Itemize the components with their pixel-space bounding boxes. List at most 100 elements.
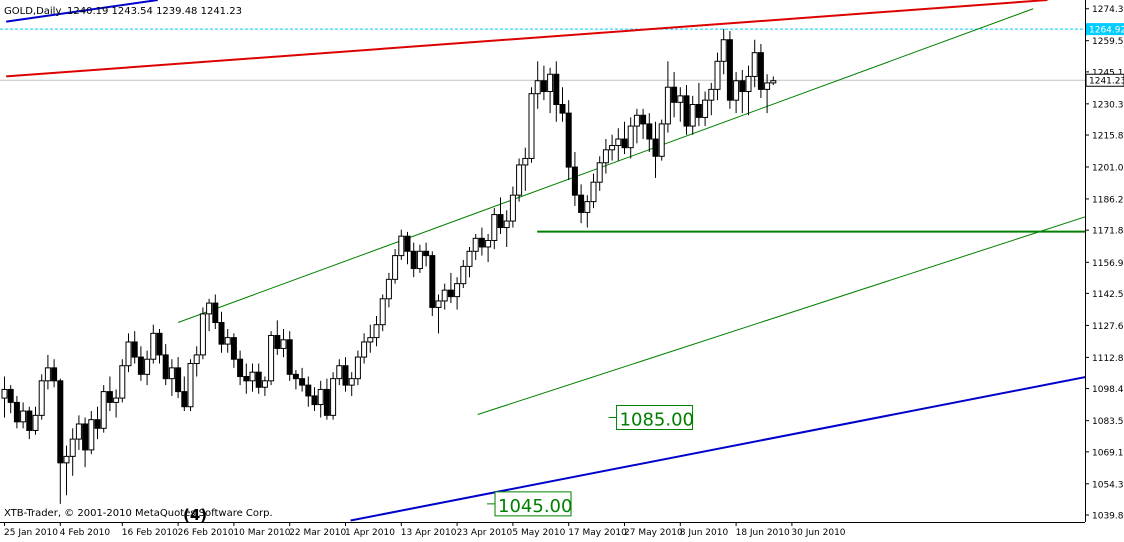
candle — [646, 113, 653, 152]
candle — [94, 406, 101, 440]
candle — [429, 251, 436, 317]
candle — [32, 406, 39, 435]
candle — [609, 134, 616, 161]
candle — [144, 350, 151, 386]
y-tick-label: 1245.10 — [1092, 68, 1124, 78]
x-tick-label: 8 Jun 2010 — [680, 528, 729, 538]
candle — [441, 283, 448, 310]
candle — [7, 385, 14, 414]
candle — [503, 210, 510, 247]
candle — [20, 402, 27, 429]
candle — [268, 331, 275, 386]
candle — [38, 374, 45, 420]
candle — [311, 387, 318, 412]
candle — [677, 87, 684, 122]
trendline-support[interactable] — [350, 272, 1124, 522]
candle — [540, 65, 547, 101]
x-tick-label: 17 May 2010 — [568, 528, 627, 538]
candle — [168, 359, 175, 396]
x-tick-label: 5 May 2010 — [512, 528, 565, 538]
candle — [57, 378, 64, 504]
candle — [602, 139, 609, 174]
candle — [137, 346, 144, 381]
trendline-resistance[interactable] — [6, 0, 1048, 78]
y-tick-label: 1098.40 — [1092, 385, 1124, 395]
candle — [472, 234, 479, 260]
candle — [199, 307, 206, 360]
candle — [237, 350, 244, 386]
candle — [547, 67, 554, 114]
x-tick-label: 16 Feb 2010 — [122, 528, 178, 538]
y-tick-label: 1201.05 — [1092, 163, 1124, 173]
candle — [553, 61, 560, 122]
y-tick-label: 1039.85 — [1092, 511, 1124, 521]
candle — [640, 108, 647, 140]
x-tick-label: 18 Jun 2010 — [736, 528, 790, 538]
y-tick-label: 1069.10 — [1092, 448, 1124, 458]
candle — [689, 95, 696, 135]
candle — [255, 363, 262, 394]
y-tick-label: 1171.80 — [1092, 227, 1124, 237]
candle — [206, 298, 213, 332]
x-tick-label: 25 Jan 2010 — [4, 528, 58, 538]
candle — [702, 91, 709, 127]
candle — [764, 74, 771, 114]
candle — [460, 259, 467, 288]
ohlc-readout: 1240.19 1243.54 1239.48 1241.23 — [67, 6, 242, 17]
current-price-tag: 1241.23 — [1085, 73, 1124, 87]
candle — [559, 87, 566, 122]
candle — [509, 186, 516, 228]
trendline-support-upper-segment[interactable] — [6, 0, 158, 23]
candle — [342, 357, 349, 392]
candle — [63, 445, 70, 496]
candle — [317, 380, 324, 418]
candle — [379, 294, 386, 332]
candle — [367, 324, 374, 353]
y-tick-label: 1156.90 — [1092, 259, 1124, 269]
candle — [175, 357, 182, 399]
candle — [708, 82, 715, 116]
candle — [330, 372, 337, 420]
x-tick-label: 22 Mar 2010 — [289, 528, 346, 538]
svg-text:1264.92: 1264.92 — [1089, 26, 1124, 36]
candle — [423, 242, 430, 267]
candle — [485, 234, 492, 263]
x-tick-label: 30 Jun 2010 — [791, 528, 845, 538]
price-callout-label: 1045.00 — [498, 496, 572, 517]
price-callout[interactable]: 1045.00 — [487, 491, 572, 517]
candle — [280, 329, 287, 358]
candle — [516, 158, 523, 202]
candle — [627, 117, 634, 159]
candle — [733, 72, 740, 114]
candle — [82, 417, 89, 468]
candle — [528, 87, 535, 163]
candle — [447, 272, 454, 304]
candle — [131, 331, 138, 364]
candle — [274, 320, 281, 355]
candle — [664, 61, 671, 133]
candle — [181, 376, 188, 412]
y-tick-label: 1142.50 — [1092, 290, 1124, 300]
candle — [26, 406, 33, 440]
candle — [13, 395, 20, 429]
candle — [51, 359, 58, 388]
x-tick-label: 27 May 2010 — [624, 528, 683, 538]
y-tick-label: 1112.85 — [1092, 354, 1124, 364]
candle — [224, 329, 231, 353]
candle — [695, 82, 702, 127]
candle — [404, 231, 411, 265]
candle — [683, 85, 690, 135]
candle — [720, 28, 727, 75]
candle — [621, 121, 628, 155]
candle — [162, 344, 169, 386]
candle — [305, 376, 312, 407]
candle — [361, 333, 368, 364]
candle — [478, 227, 485, 256]
y-tick-label: 1215.85 — [1092, 132, 1124, 142]
y-tick-label: 1083.55 — [1092, 417, 1124, 427]
candle — [156, 329, 163, 364]
x-tick-label: 1 Apr 2010 — [345, 528, 395, 538]
price-callout[interactable]: 1085.00 — [608, 405, 694, 431]
trendline-channel-lower[interactable] — [477, 62, 1124, 415]
